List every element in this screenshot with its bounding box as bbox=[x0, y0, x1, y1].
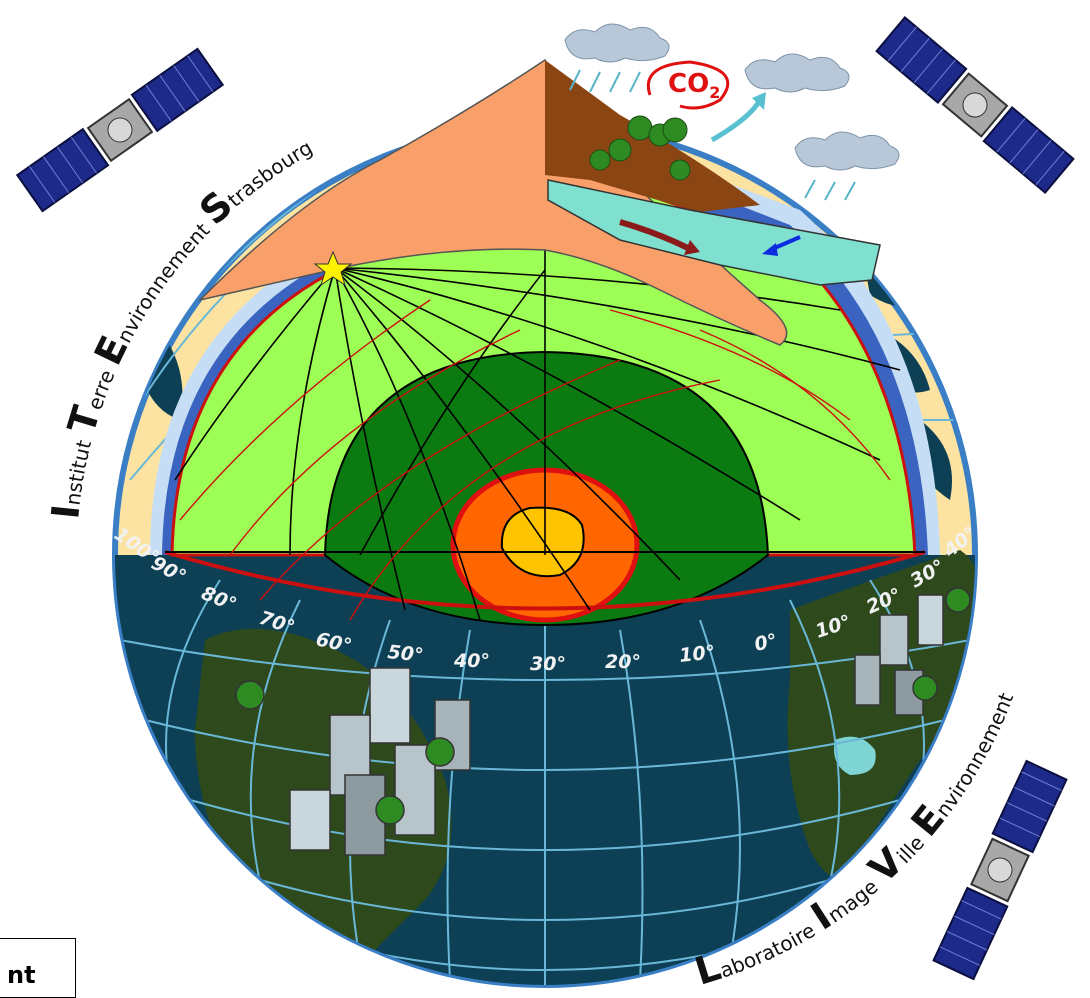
flow-arrow-icon bbox=[619, 219, 690, 251]
corner-box-text: nt bbox=[7, 961, 36, 989]
seismic-rays bbox=[174, 115, 901, 621]
city-right bbox=[854, 587, 971, 716]
latitude-label: 40° bbox=[453, 650, 490, 672]
atmosphere: CO2 bbox=[564, 23, 900, 201]
svg-text:CO2: CO2 bbox=[668, 69, 720, 102]
cloud-icon bbox=[564, 23, 670, 63]
satellite-icon bbox=[15, 47, 225, 213]
latitude-label: 10° bbox=[678, 641, 716, 667]
latitude-label: 20° bbox=[605, 651, 641, 673]
corner-text-box: nt bbox=[0, 938, 76, 998]
latitude-label: 0° bbox=[752, 630, 779, 656]
satellite-icon bbox=[875, 16, 1075, 194]
aquifer bbox=[547, 179, 881, 286]
cloud-icon bbox=[794, 131, 900, 171]
latitude-label: 50° bbox=[386, 641, 424, 667]
rain-icon bbox=[569, 69, 856, 201]
wavefronts bbox=[179, 299, 891, 621]
crust-mountain bbox=[197, 58, 788, 346]
slope-trees bbox=[589, 115, 691, 181]
city-left bbox=[235, 667, 471, 856]
cross-section bbox=[150, 58, 940, 627]
satellite-icon bbox=[932, 759, 1068, 981]
latitude-label: 30° bbox=[530, 653, 566, 675]
cloud-icon bbox=[744, 53, 850, 93]
epicenter-star-icon bbox=[313, 250, 353, 287]
